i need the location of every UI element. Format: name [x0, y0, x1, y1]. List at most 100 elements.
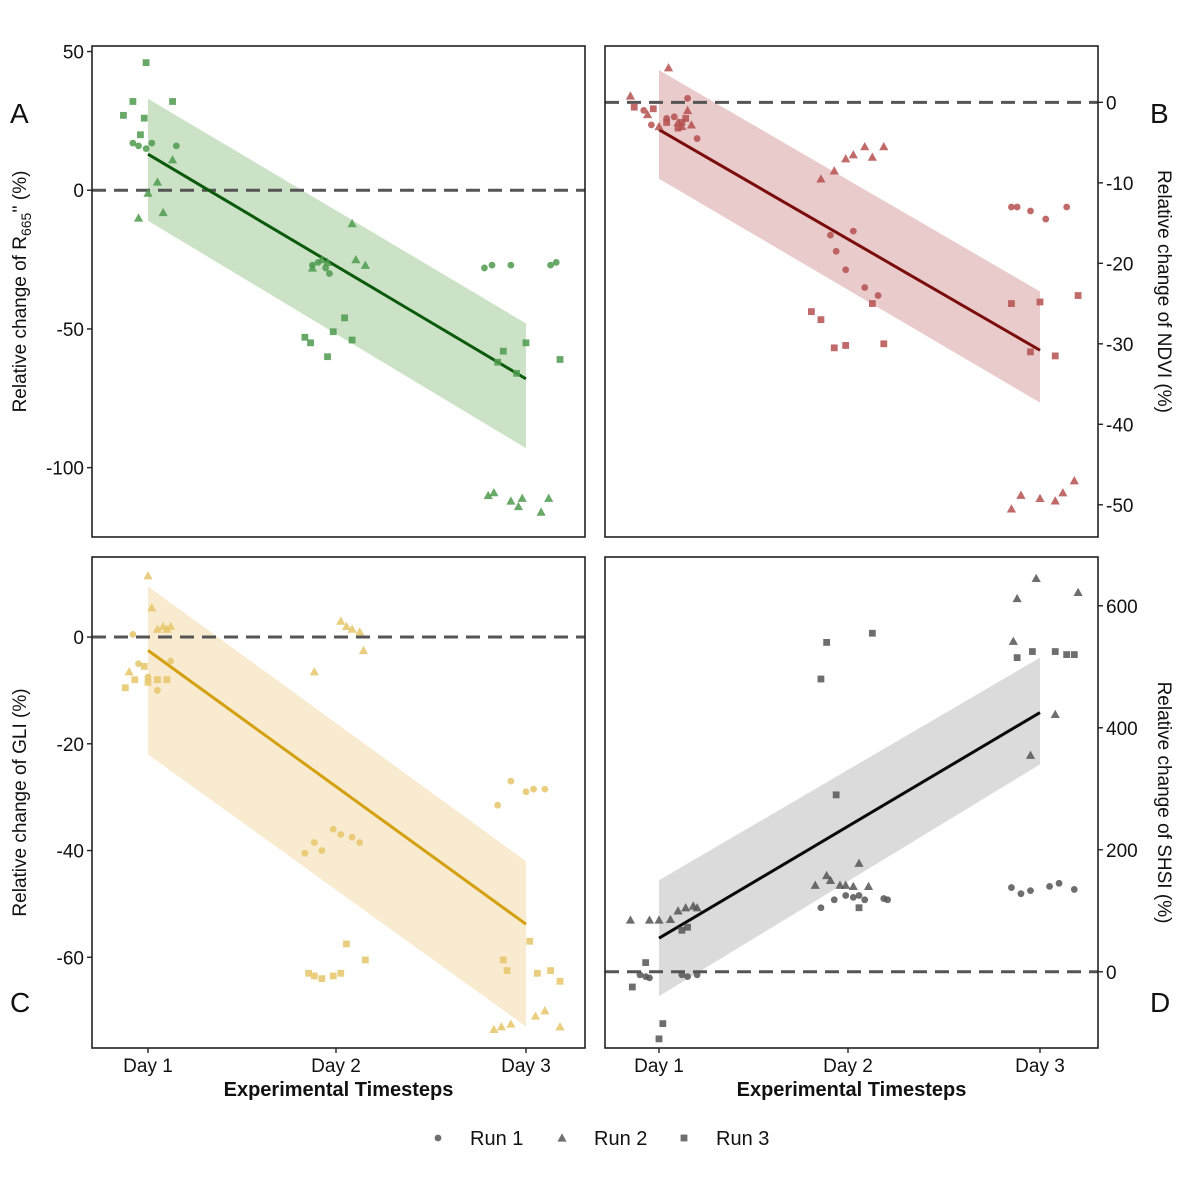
panel-a-run2-point [143, 188, 153, 197]
panel-c-run3-point [154, 676, 161, 684]
panel-d-run1-point [693, 971, 701, 979]
panel-c-run3-point [310, 972, 318, 980]
panel-c-run2-point [347, 624, 357, 633]
panel-d-run1-point [1055, 879, 1063, 887]
panel-a-run1-point [326, 270, 333, 277]
panel-b-ytick-label: -10 [1106, 174, 1133, 195]
legend-run-2-symbol [557, 1133, 567, 1142]
legend-run-2-label: Run 2 [594, 1128, 647, 1150]
panel-b-run3-point [842, 342, 850, 349]
panel-c-run1-point [530, 785, 537, 793]
panel-c-run1-point [167, 657, 175, 665]
panel-a-run3-point [142, 59, 150, 67]
panel-d-run1-point [861, 896, 869, 904]
panel-d-run2-point [1050, 709, 1060, 719]
panel-c-run1-point [329, 825, 337, 833]
panel-a-letter: A [10, 98, 29, 129]
panel-c-run3-point [547, 967, 554, 975]
panel-b-ytick-label: -20 [1106, 254, 1133, 275]
panel-d-run2-point [841, 880, 851, 889]
panel-a-run2-point [152, 177, 163, 186]
panel-b-run3-point [682, 115, 690, 122]
panel-a-run1-point [129, 139, 137, 147]
panel-d-run3-point [868, 629, 876, 637]
panel-a-run2-point [513, 501, 524, 511]
panel-b-run2-point [829, 166, 839, 175]
panel-d-run3-point [684, 923, 691, 931]
panel-a-run2-point [360, 260, 370, 269]
panel-a-run2-point [133, 213, 144, 222]
panel-a-run3-point [329, 328, 337, 336]
panel-d-run3-point [1070, 651, 1078, 658]
panel-d-letter: D [1150, 987, 1170, 1018]
panel-b-ytick-label: -30 [1106, 335, 1133, 356]
panel-d-run3-point [823, 638, 831, 646]
panel-c-y-axis-title: Relative change of GLI (%) [10, 688, 31, 916]
panel-b-run3-point [649, 105, 657, 113]
panel-d-run2-point [681, 903, 691, 912]
panel-a-run3-point [120, 111, 127, 119]
panel-a-run2-point [506, 496, 516, 505]
panel-c-run1-point [348, 833, 356, 841]
panel-d-run1-point [884, 896, 891, 904]
panel-c-run1-point [144, 673, 152, 681]
panel-d-run2-point [665, 914, 676, 923]
panel-d-run2-point [854, 858, 864, 867]
panel-b-run2-point [816, 174, 826, 183]
panel-d-run2-point [625, 915, 636, 924]
panel-b-run1-point [670, 113, 678, 121]
panel-c-confidence-band [148, 586, 526, 1027]
panel-d-xtick-label: Day 2 [823, 1056, 873, 1077]
panel-c-run2-point [166, 621, 176, 631]
legend-run-1-label: Run 1 [470, 1128, 523, 1150]
panel-b-run2-point [1016, 490, 1026, 499]
panel-c-run1-point [310, 839, 318, 846]
panel-a-run1-point [481, 264, 488, 272]
panel-b-run2-point [663, 63, 674, 72]
panel-b-run1-point [684, 94, 691, 102]
panel-a-ytick-label: -50 [57, 320, 84, 341]
panel-d-run2-point [692, 903, 702, 912]
panel-a-run1-point [547, 261, 554, 269]
panel-d-xtick-label: Day 3 [1015, 1056, 1065, 1077]
panel-b-run3-point [1036, 298, 1044, 306]
panel-a-run1-point [322, 264, 330, 272]
panel-c-run2-point [530, 1011, 541, 1020]
panel-a-fit-line [147, 152, 527, 381]
panel-a-ytick-label: 0 [73, 181, 84, 202]
panel-b-run1-point [861, 284, 869, 291]
panel-d-run2-point [654, 915, 664, 924]
panel-b-run3-point [868, 300, 876, 307]
panel-c-x-axis-title: Experimental Timesteps [224, 1079, 454, 1101]
panel-b-run3-point [663, 119, 671, 126]
panel-c-run2-point [489, 1024, 499, 1034]
panel-b-run3-point [880, 340, 888, 348]
panel-c-run3-point [343, 940, 350, 948]
panel-b-run3-point [817, 316, 825, 324]
panel-c-run2-point [309, 667, 319, 676]
legend-run-1-symbol [434, 1134, 442, 1142]
panel-b-run2-point [879, 142, 889, 151]
panel-a-frame [91, 45, 586, 538]
panel-d-run1-point [849, 893, 857, 901]
panel-c-run3-point [318, 975, 326, 983]
legend-run-3-label: Run 3 [716, 1128, 769, 1150]
panel-a-run3-point [169, 98, 176, 105]
panel-a-ytick-label: -100 [46, 459, 84, 480]
panel-b-run2-point [686, 120, 696, 129]
panel-c-run2-point [496, 1022, 507, 1031]
panel-b-run2-point [860, 142, 870, 151]
panel-b-run2-point [1006, 504, 1017, 513]
panel-d-run3-point [655, 1035, 663, 1043]
panel-d-run3-point [1063, 651, 1071, 658]
panel-a-run1-point [552, 258, 560, 266]
panel-b-run3-point [674, 124, 682, 132]
panel-b-run1-point [1008, 203, 1015, 211]
panel-a-run2-point [158, 207, 168, 217]
panel-b-run2-point [642, 109, 653, 119]
panel-b-run2-point [867, 152, 877, 161]
legend-run-3-symbol [680, 1134, 688, 1142]
panel-a-run3-point [499, 347, 507, 355]
panel-c-run3-point [337, 969, 345, 977]
panel-c-xtick-label: Day 3 [501, 1056, 551, 1077]
